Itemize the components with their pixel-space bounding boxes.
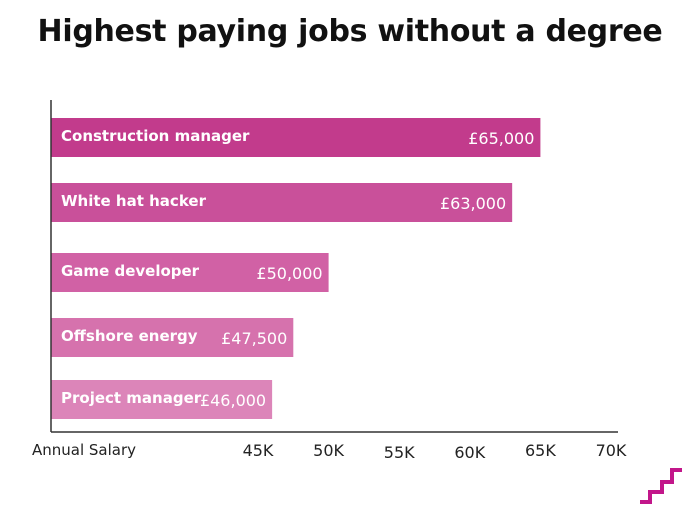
bar — [51, 183, 513, 222]
x-tick-label: 65K — [525, 441, 556, 460]
bar-category-label: Offshore energy — [61, 327, 198, 345]
bar — [51, 118, 541, 157]
stairs-logo-icon — [640, 468, 682, 504]
x-axis-title: Annual Salary — [32, 441, 136, 459]
chart-title: Highest paying jobs without a degree — [37, 14, 663, 49]
bar — [51, 253, 329, 292]
bar-category-label: White hat hacker — [61, 192, 207, 210]
x-tick-label: 45K — [243, 441, 274, 460]
bar — [51, 318, 294, 357]
bar-category-label: Project manager — [61, 389, 202, 407]
bar-category-label: Construction manager — [61, 127, 250, 145]
bar-value-label: £50,000 — [256, 264, 322, 283]
stairs-logo-path — [640, 468, 682, 504]
x-tick-label: 70K — [596, 441, 627, 460]
x-tick-label: 55K — [384, 443, 415, 462]
bar — [51, 380, 273, 419]
bar-category-label: Game developer — [61, 262, 200, 280]
bar-value-label: £46,000 — [200, 391, 266, 410]
x-tick-label: 60K — [454, 443, 485, 462]
bar-value-label: £47,500 — [221, 329, 287, 348]
bars-layer: Construction manager £65,000 White hat hac… — [51, 118, 541, 419]
bar-value-label: £65,000 — [468, 129, 534, 148]
x-axis-ticks: 45K 50K 55K 60K 65K 70K — [243, 441, 627, 462]
x-tick-label: 50K — [313, 441, 344, 460]
bar-value-label: £63,000 — [440, 194, 506, 213]
